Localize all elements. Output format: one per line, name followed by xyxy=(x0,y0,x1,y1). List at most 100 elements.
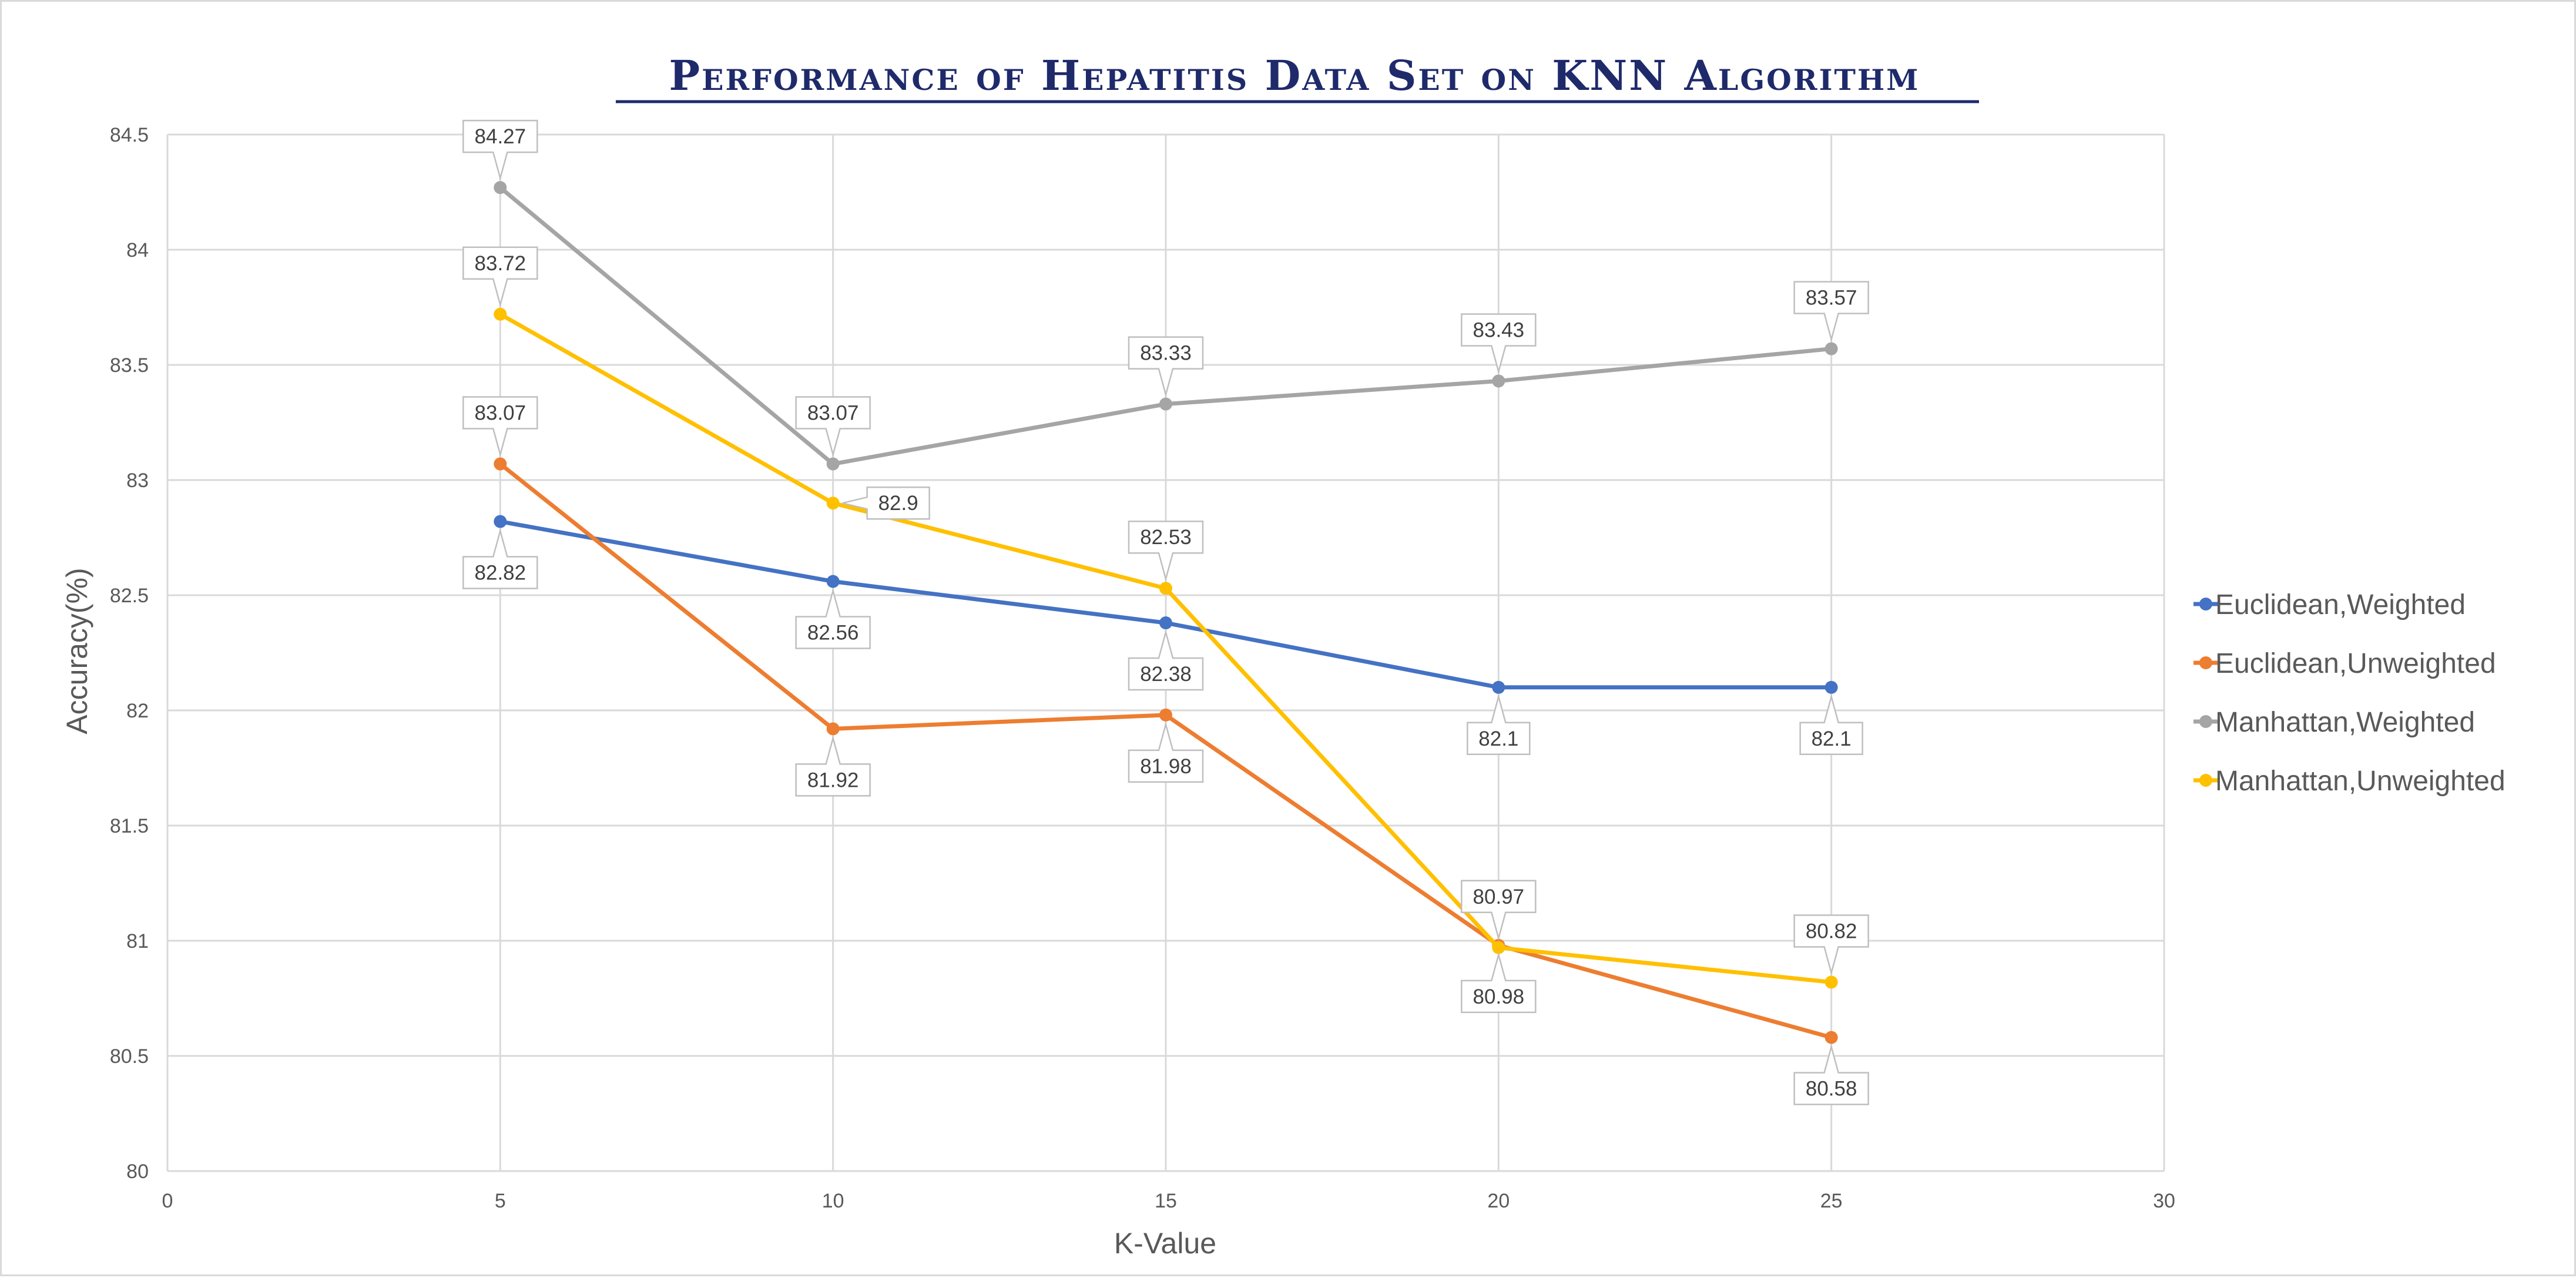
data-label-box xyxy=(1793,281,1869,343)
legend-entry: Manhattan,Weighted xyxy=(2193,707,2475,738)
x-axis-title: K-Value xyxy=(1114,1227,1216,1260)
data-label-box xyxy=(1128,520,1204,582)
data-label-box xyxy=(1128,629,1204,691)
x-tick-label: 20 xyxy=(1487,1190,1510,1212)
data-label: 83.07 xyxy=(795,396,871,458)
data-label: 80.82 xyxy=(1793,914,1869,976)
data-label-box xyxy=(795,396,871,458)
data-point xyxy=(1824,680,1838,694)
data-label-box xyxy=(462,528,538,589)
axis-ticks: 80 80.5 81 81.5 82 82.5 83 83.5 84 84.5 0 5 10 15 20 25… xyxy=(110,124,2175,1212)
y-axis-title: Accuracy(%) xyxy=(61,568,93,734)
legend-label: Euclidean,Unweighted xyxy=(2215,648,2496,679)
x-tick-label: 15 xyxy=(1155,1190,1177,1212)
data-label: 81.92 xyxy=(795,735,871,797)
data-point xyxy=(826,575,840,588)
data-label-text: 83.33 xyxy=(1140,342,1192,365)
data-label-text: 81.98 xyxy=(1140,755,1192,778)
y-tick-label: 83 xyxy=(126,469,149,492)
y-tick-label: 84 xyxy=(126,239,149,261)
data-point xyxy=(826,722,840,736)
data-point xyxy=(1492,941,1505,954)
data-label-box xyxy=(1128,336,1204,398)
data-label: 82.9 xyxy=(842,486,930,520)
data-label-box xyxy=(795,588,871,649)
data-label-box xyxy=(462,119,538,181)
data-label-text: 80.58 xyxy=(1806,1078,1857,1101)
data-point xyxy=(1159,616,1172,630)
data-point xyxy=(826,497,840,510)
legend-entry: Euclidean,Weighted xyxy=(2193,589,2466,620)
chart-title: Performance of Hepatitis Data Set on KNN… xyxy=(669,51,1920,100)
data-label-text: 84.27 xyxy=(475,125,526,148)
legend: Euclidean,Weighted Euclidean,Unweighted Ma… xyxy=(2193,589,2505,797)
data-point xyxy=(826,457,840,471)
data-label-box xyxy=(1793,1044,1869,1105)
data-label-box xyxy=(795,735,871,797)
y-tick-label: 80.5 xyxy=(110,1045,149,1068)
data-label: 82.82 xyxy=(462,528,538,589)
data-point xyxy=(1492,680,1505,694)
series xyxy=(494,515,1838,694)
data-point xyxy=(494,181,507,194)
data-label-box xyxy=(842,486,930,520)
data-label: 82.56 xyxy=(795,588,871,649)
data-label: 83.33 xyxy=(1128,336,1204,398)
data-point xyxy=(1824,342,1838,355)
data-point xyxy=(1824,1031,1838,1044)
legend-label: Euclidean,Weighted xyxy=(2215,589,2466,620)
legend-marker xyxy=(2199,598,2212,611)
data-label-text: 82.53 xyxy=(1140,526,1192,549)
data-label: 82.1 xyxy=(1467,694,1531,756)
data-label-box xyxy=(1461,880,1537,941)
data-label-box xyxy=(462,396,538,458)
x-tick-label: 0 xyxy=(162,1190,173,1212)
y-tick-label: 83.5 xyxy=(110,354,149,377)
series xyxy=(494,307,1838,989)
data-label: 83.57 xyxy=(1793,281,1869,343)
data-point xyxy=(494,457,507,471)
data-label: 83.07 xyxy=(462,396,538,458)
legend-label: Manhattan,Unweighted xyxy=(2215,766,2505,797)
data-label: 81.98 xyxy=(1128,722,1204,783)
data-point xyxy=(494,515,507,528)
x-tick-label: 10 xyxy=(822,1190,844,1212)
legend-label: Manhattan,Weighted xyxy=(2215,707,2475,738)
y-tick-label: 80 xyxy=(126,1160,149,1183)
data-label-box xyxy=(1793,914,1869,976)
data-label: 82.38 xyxy=(1128,629,1204,691)
data-point xyxy=(1159,397,1172,411)
data-label-box xyxy=(462,246,538,308)
data-label: 83.72 xyxy=(462,246,538,308)
data-label: 82.1 xyxy=(1799,694,1863,756)
data-label-text: 83.07 xyxy=(475,402,526,425)
data-point xyxy=(1159,582,1172,595)
data-label: 84.27 xyxy=(462,119,538,181)
legend-marker xyxy=(2199,715,2212,728)
data-label-text: 80.98 xyxy=(1473,985,1525,1008)
series xyxy=(494,181,1838,471)
legend-entry: Euclidean,Unweighted xyxy=(2193,648,2496,679)
data-label-text: 82.1 xyxy=(1478,727,1518,750)
data-label-text: 82.82 xyxy=(475,562,526,585)
data-label-text: 80.82 xyxy=(1806,920,1857,943)
x-tick-label: 30 xyxy=(2153,1190,2175,1212)
y-tick-label: 84.5 xyxy=(110,124,149,146)
data-label-text: 82.56 xyxy=(807,621,859,644)
data-point xyxy=(1492,374,1505,388)
data-point xyxy=(1159,708,1172,722)
y-tick-label: 82.5 xyxy=(110,585,149,607)
data-label-text: 83.43 xyxy=(1473,318,1525,341)
x-tick-label: 25 xyxy=(1820,1190,1843,1212)
data-label-text: 82.9 xyxy=(878,492,918,515)
data-label-text: 83.72 xyxy=(475,252,526,275)
data-labels: 82.82 82.56 82.38 82.1 82.1 83.07 81.92 81.98 80… xyxy=(462,119,1869,1105)
data-label-box xyxy=(1467,694,1531,756)
data-point xyxy=(494,307,507,321)
data-point xyxy=(1824,975,1838,989)
data-label-box xyxy=(1461,313,1537,375)
legend-entry: Manhattan,Unweighted xyxy=(2193,766,2505,797)
data-label-text: 80.97 xyxy=(1473,885,1525,908)
